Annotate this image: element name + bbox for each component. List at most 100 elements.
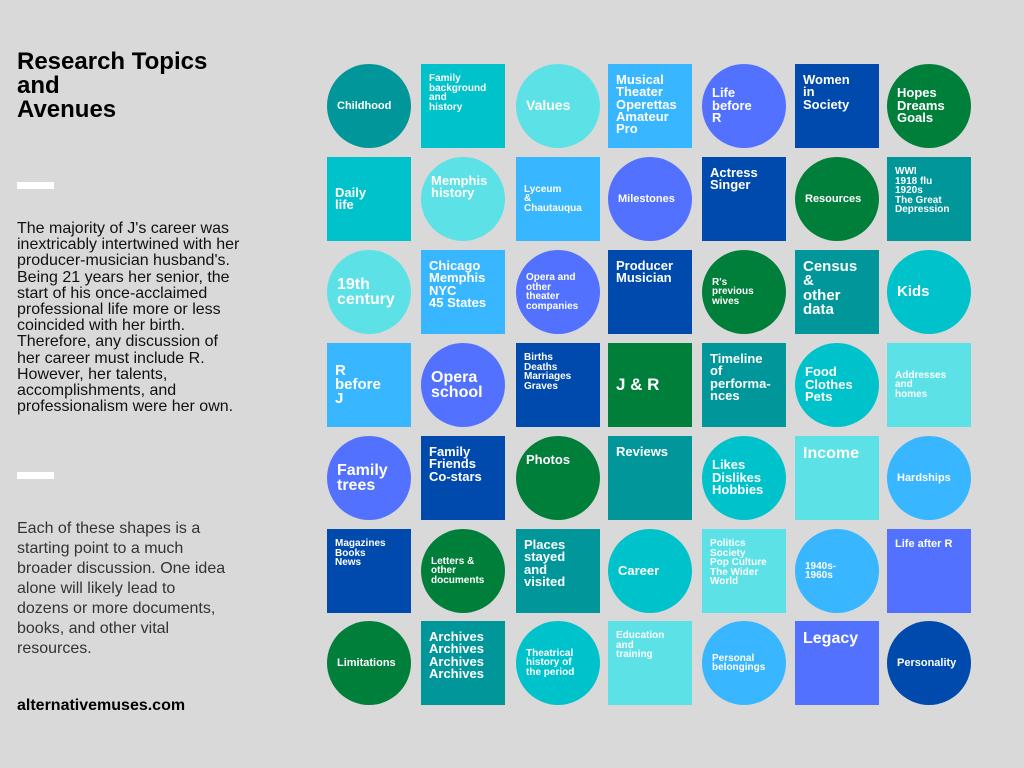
topic-circle: Kids [887, 250, 971, 334]
topic-label: Milestones [618, 192, 675, 205]
website-link[interactable]: alternativemuses.com [17, 697, 186, 714]
topic-circle: Hardships [887, 436, 971, 520]
topic-circle: Opera school [421, 343, 505, 427]
topic-circle: Letters & other documents [421, 529, 505, 613]
topic-square: Education and training [608, 621, 692, 705]
topic-square: Daily life [327, 157, 411, 241]
topic-label: Family trees [337, 461, 388, 494]
topic-circle: Hopes Dreams Goals [887, 64, 971, 148]
topic-label: Musical Theater Operettas Amateur Pro [616, 72, 677, 137]
topic-square: Actress Singer [702, 157, 786, 241]
topic-circle: Milestones [608, 157, 692, 241]
topic-circle: 19th century [327, 250, 411, 334]
topic-circle: Resources [795, 157, 879, 241]
topic-circle: Career [608, 529, 692, 613]
topic-circle: Family trees [327, 436, 411, 520]
topic-label: Addresses and homes [895, 369, 947, 400]
topic-square: Births Deaths Marriages Graves [516, 343, 600, 427]
description-paragraph: Each of these shapes is a starting point… [17, 520, 226, 657]
topic-square: Women in Society [795, 64, 879, 148]
topic-square: J & R [608, 343, 692, 427]
topic-label: 1940s- 1960s [805, 560, 837, 581]
topic-label: Births Deaths Marriages Graves [524, 352, 572, 392]
topic-label: Theatrical history of the period [526, 647, 575, 678]
topic-label: Limitations [337, 656, 396, 669]
topic-label: Life before R [712, 85, 752, 126]
topic-label: Politics Society Pop Culture The Wider W… [710, 538, 767, 587]
topic-label: Daily life [335, 184, 367, 212]
topic-circle: R's previous wives [702, 250, 786, 334]
topic-square: Addresses and homes [887, 343, 971, 427]
topic-square: Income [795, 436, 879, 520]
topic-label: Producer Musician [616, 258, 674, 286]
page-title: Research Topics and Avenues [17, 48, 208, 123]
topic-circle: Theatrical history of the period [516, 621, 600, 705]
topic-label: Places stayed and visited [524, 537, 566, 590]
topic-label: Reviews [616, 444, 669, 459]
topic-label: Resources [805, 192, 862, 205]
topic-label: WWI 1918 flu 1920s The Great Depression [895, 166, 950, 215]
topic-square: Legacy [795, 621, 879, 705]
topic-square: Timeline of performa- nces [702, 343, 786, 427]
topic-square: Census & other data [795, 250, 879, 334]
topic-label: Photos [526, 452, 571, 467]
topic-label: Childhood [337, 99, 392, 112]
topic-label: Legacy [803, 630, 859, 647]
topic-square: Musical Theater Operettas Amateur Pro [608, 64, 692, 148]
topic-label: Values [526, 97, 571, 114]
topic-label: Opera and other theater companies [526, 272, 579, 312]
topic-square: Reviews [608, 436, 692, 520]
topic-square: R before J [327, 343, 411, 427]
topic-circle: 1940s- 1960s [795, 529, 879, 613]
topic-label: Hopes Dreams Goals [897, 85, 945, 126]
topic-label: Family Friends Co-stars [429, 444, 482, 484]
topic-label: Career [618, 562, 660, 578]
topic-square: Family Friends Co-stars [421, 436, 505, 520]
topic-label: R's previous wives [712, 276, 754, 307]
topic-label: Hardships [897, 471, 951, 484]
topic-label: Kids [897, 282, 930, 300]
topic-square: Politics Society Pop Culture The Wider W… [702, 529, 786, 613]
topic-label: Archives Archives Archives Archives [429, 629, 484, 682]
topic-square: Producer Musician [608, 250, 692, 334]
intro-paragraph: The majority of J's career was inextrica… [17, 220, 240, 416]
topic-circle: Personality [887, 621, 971, 705]
topic-label: Education and training [616, 630, 665, 660]
topic-circle: Personal belongings [702, 621, 786, 705]
topic-square: Family background and history [421, 64, 505, 148]
topic-label: Lyceum & Chautauqua [524, 183, 582, 214]
topic-circle: Values [516, 64, 600, 148]
divider [17, 472, 54, 479]
topic-label: Personal belongings [712, 652, 766, 673]
topic-square: Magazines Books News [327, 529, 411, 613]
topic-label: Food Clothes Pets [805, 364, 853, 405]
topic-label: J & R [616, 374, 660, 394]
topic-label: Chicago Memphis NYC 45 States [429, 258, 487, 311]
topic-circle: Childhood [327, 64, 411, 148]
topic-label: Memphis history [431, 173, 488, 201]
topic-circle: Food Clothes Pets [795, 343, 879, 427]
topic-circle: Limitations [327, 621, 411, 705]
topic-square: WWI 1918 flu 1920s The Great Depression [887, 157, 971, 241]
topic-label: Opera school [431, 368, 483, 401]
topic-label: Personality [897, 656, 957, 669]
topic-square: Places stayed and visited [516, 529, 600, 613]
topic-label: Family background and history [429, 73, 487, 113]
divider [17, 182, 54, 189]
topic-square: Chicago Memphis NYC 45 States [421, 250, 505, 334]
topic-label: Magazines Books News [335, 538, 386, 568]
topic-label: Income [803, 445, 860, 462]
topic-circle: Likes Dislikes Hobbies [702, 436, 786, 520]
topic-label: Women in Society [803, 72, 850, 112]
topic-label: 19th century [337, 275, 395, 308]
topic-square: Lyceum & Chautauqua [516, 157, 600, 241]
topic-label: Likes Dislikes Hobbies [712, 457, 764, 498]
topic-label: Actress Singer [710, 165, 758, 193]
topic-square: Archives Archives Archives Archives [421, 621, 505, 705]
topic-circle: Photos [516, 436, 600, 520]
topic-circle: Opera and other theater companies [516, 250, 600, 334]
topic-label: R before J [335, 361, 381, 408]
topic-label: Timeline of performa- nces [710, 351, 771, 404]
topic-label: Letters & other documents [431, 555, 485, 586]
topic-circle: Life before R [702, 64, 786, 148]
